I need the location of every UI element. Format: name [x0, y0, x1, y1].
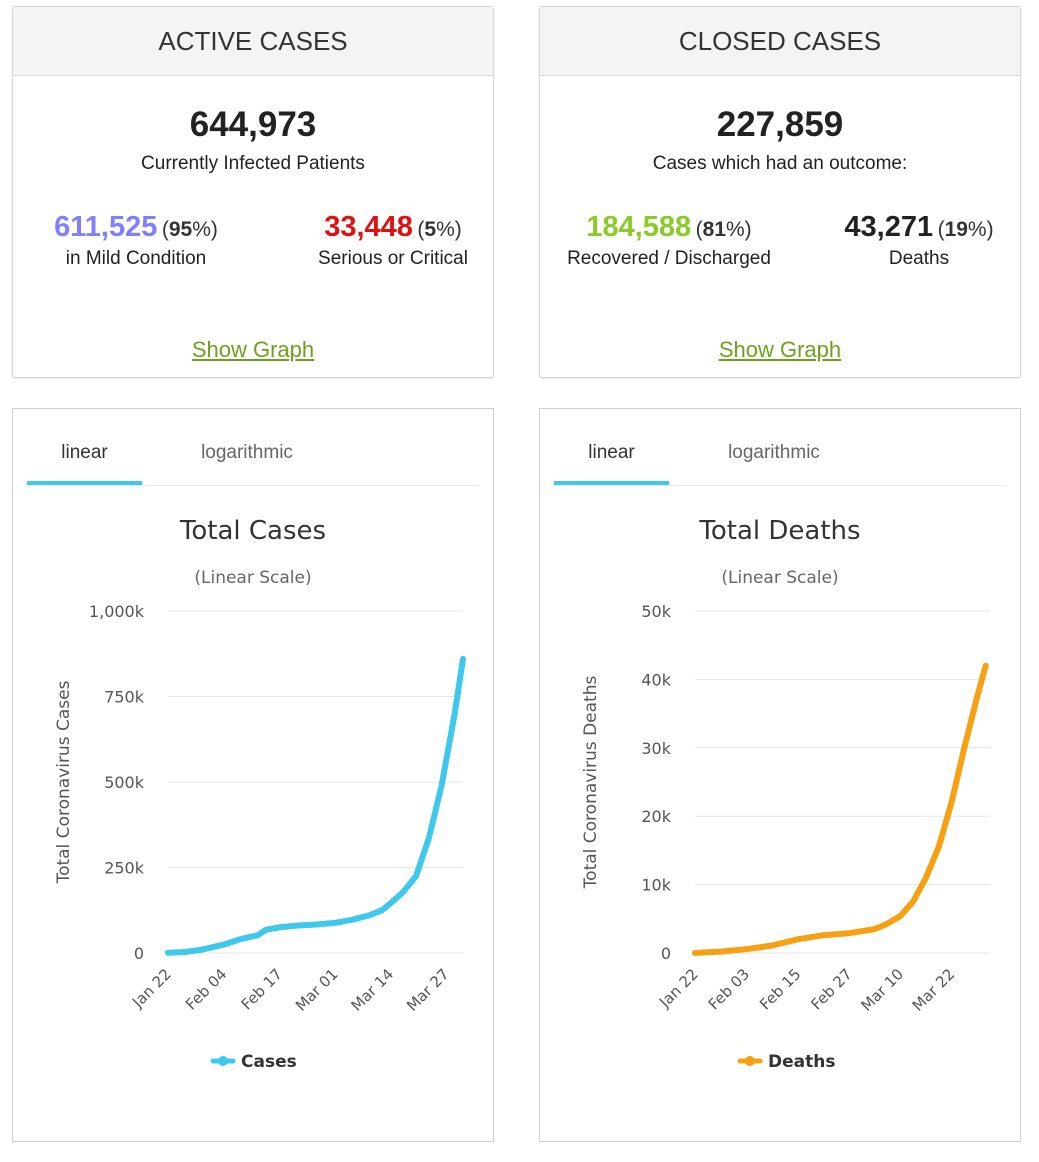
series-line-deaths — [692, 662, 989, 956]
closed-cases-total-label: Cases which had an outcome: — [652, 153, 908, 174]
closed-cases-card: CLOSED CASES 227,859 Cases which had an … — [539, 6, 1021, 378]
x-tick-label: Jan 22 — [128, 965, 175, 1012]
mild-condition-percent: (95%) — [161, 218, 218, 241]
y-axis-label: Total Coronavirus Deaths — [581, 676, 601, 890]
y-tick-label: 1,000k — [89, 602, 145, 621]
x-tick-label: Feb 27 — [807, 965, 855, 1013]
active-cases-header: ACTIVE CASES — [13, 7, 493, 76]
legend-marker-icon — [218, 1056, 228, 1066]
y-axis-label: Total Coronavirus Cases — [54, 680, 74, 884]
mild-condition-label: in Mild Condition — [65, 248, 207, 269]
legend-label: Cases — [241, 1052, 297, 1072]
closed-cases-header: CLOSED CASES — [540, 7, 1020, 76]
active-cases-total: 644,973 — [189, 105, 317, 144]
cases-scale-tabs: linear logarithmic — [27, 433, 479, 486]
tab-logarithmic[interactable]: logarithmic — [201, 442, 293, 463]
y-tick-label: 500k — [104, 773, 145, 792]
recovered-count: 184,588 — [586, 211, 692, 243]
x-tick-label: Feb 17 — [238, 965, 286, 1013]
total-deaths-chart: Total Deaths (Linear Scale) 0 10k 20k 30k 40k 5… — [581, 516, 990, 1072]
total-cases-chart-card: linear logarithmic Total Cases (Linear Sc… — [12, 408, 494, 1142]
y-tick-label: 50k — [641, 602, 671, 621]
x-tick-label: Feb 03 — [705, 965, 753, 1013]
chart-subtitle: (Linear Scale) — [721, 568, 838, 588]
mild-condition-count: 611,525 — [54, 211, 158, 243]
deaths-percent: (19%) — [937, 218, 994, 241]
y-tick-label: 20k — [641, 807, 671, 826]
recovered-stat: 184,588 (81%) Recovered / Discharged — [554, 211, 784, 270]
x-tick-label: Feb 04 — [182, 965, 230, 1013]
deaths-stat: 43,271 (19%) Deaths — [830, 211, 1008, 270]
x-tick-label: Mar 10 — [857, 965, 907, 1015]
y-tick-label: 750k — [104, 688, 145, 707]
y-tick-label: 30k — [641, 739, 671, 758]
series-line-cases — [165, 655, 466, 956]
serious-critical-label: Serious or Critical — [318, 248, 468, 269]
serious-critical-stat: 33,448 (5%) Serious or Critical — [293, 211, 493, 270]
x-tick-label: Mar 01 — [292, 965, 342, 1015]
y-tick-label: 0 — [661, 944, 671, 963]
chart-title: Total Cases — [179, 516, 326, 546]
x-tick-label: Jan 22 — [655, 965, 702, 1012]
x-tick-label: Feb 15 — [756, 965, 804, 1013]
x-tick-label: Mar 22 — [909, 965, 959, 1015]
mild-condition-stat: 611,525 (95%) in Mild Condition — [31, 211, 241, 270]
y-tick-label: 0 — [134, 944, 144, 963]
active-cases-card: ACTIVE CASES 644,973 Currently Infected … — [12, 6, 494, 378]
deaths-count: 43,271 — [844, 211, 934, 243]
active-cases-total-label: Currently Infected Patients — [141, 153, 365, 174]
legend-label: Deaths — [768, 1052, 835, 1072]
y-tick-label: 250k — [104, 859, 145, 878]
chart-subtitle: (Linear Scale) — [194, 568, 311, 588]
legend-marker-icon — [745, 1056, 755, 1066]
tab-linear[interactable]: linear — [27, 433, 142, 485]
active-cases-show-graph-link[interactable]: Show Graph — [191, 337, 315, 362]
chart-title: Total Deaths — [698, 516, 860, 546]
serious-critical-percent: (5%) — [417, 218, 462, 241]
serious-critical-count: 33,448 — [324, 211, 413, 243]
y-tick-label: 10k — [641, 876, 671, 895]
total-cases-chart: Total Cases (Linear Scale) 0 250k 500k 750k 1,… — [54, 516, 466, 1072]
closed-cases-total: 227,859 — [716, 105, 844, 144]
total-deaths-chart-card: linear logarithmic Total Deaths (Linear S… — [539, 408, 1021, 1142]
deaths-scale-tabs: linear logarithmic — [554, 433, 1006, 486]
tab-logarithmic[interactable]: logarithmic — [728, 442, 820, 463]
y-tick-label: 40k — [641, 670, 671, 689]
x-tick-label: Mar 27 — [403, 965, 453, 1015]
deaths-label: Deaths — [888, 248, 950, 269]
recovered-percent: (81%) — [695, 218, 752, 241]
x-tick-label: Mar 14 — [348, 965, 398, 1015]
tab-linear[interactable]: linear — [554, 433, 669, 485]
recovered-label: Recovered / Discharged — [567, 248, 771, 269]
closed-cases-show-graph-link[interactable]: Show Graph — [718, 337, 842, 362]
